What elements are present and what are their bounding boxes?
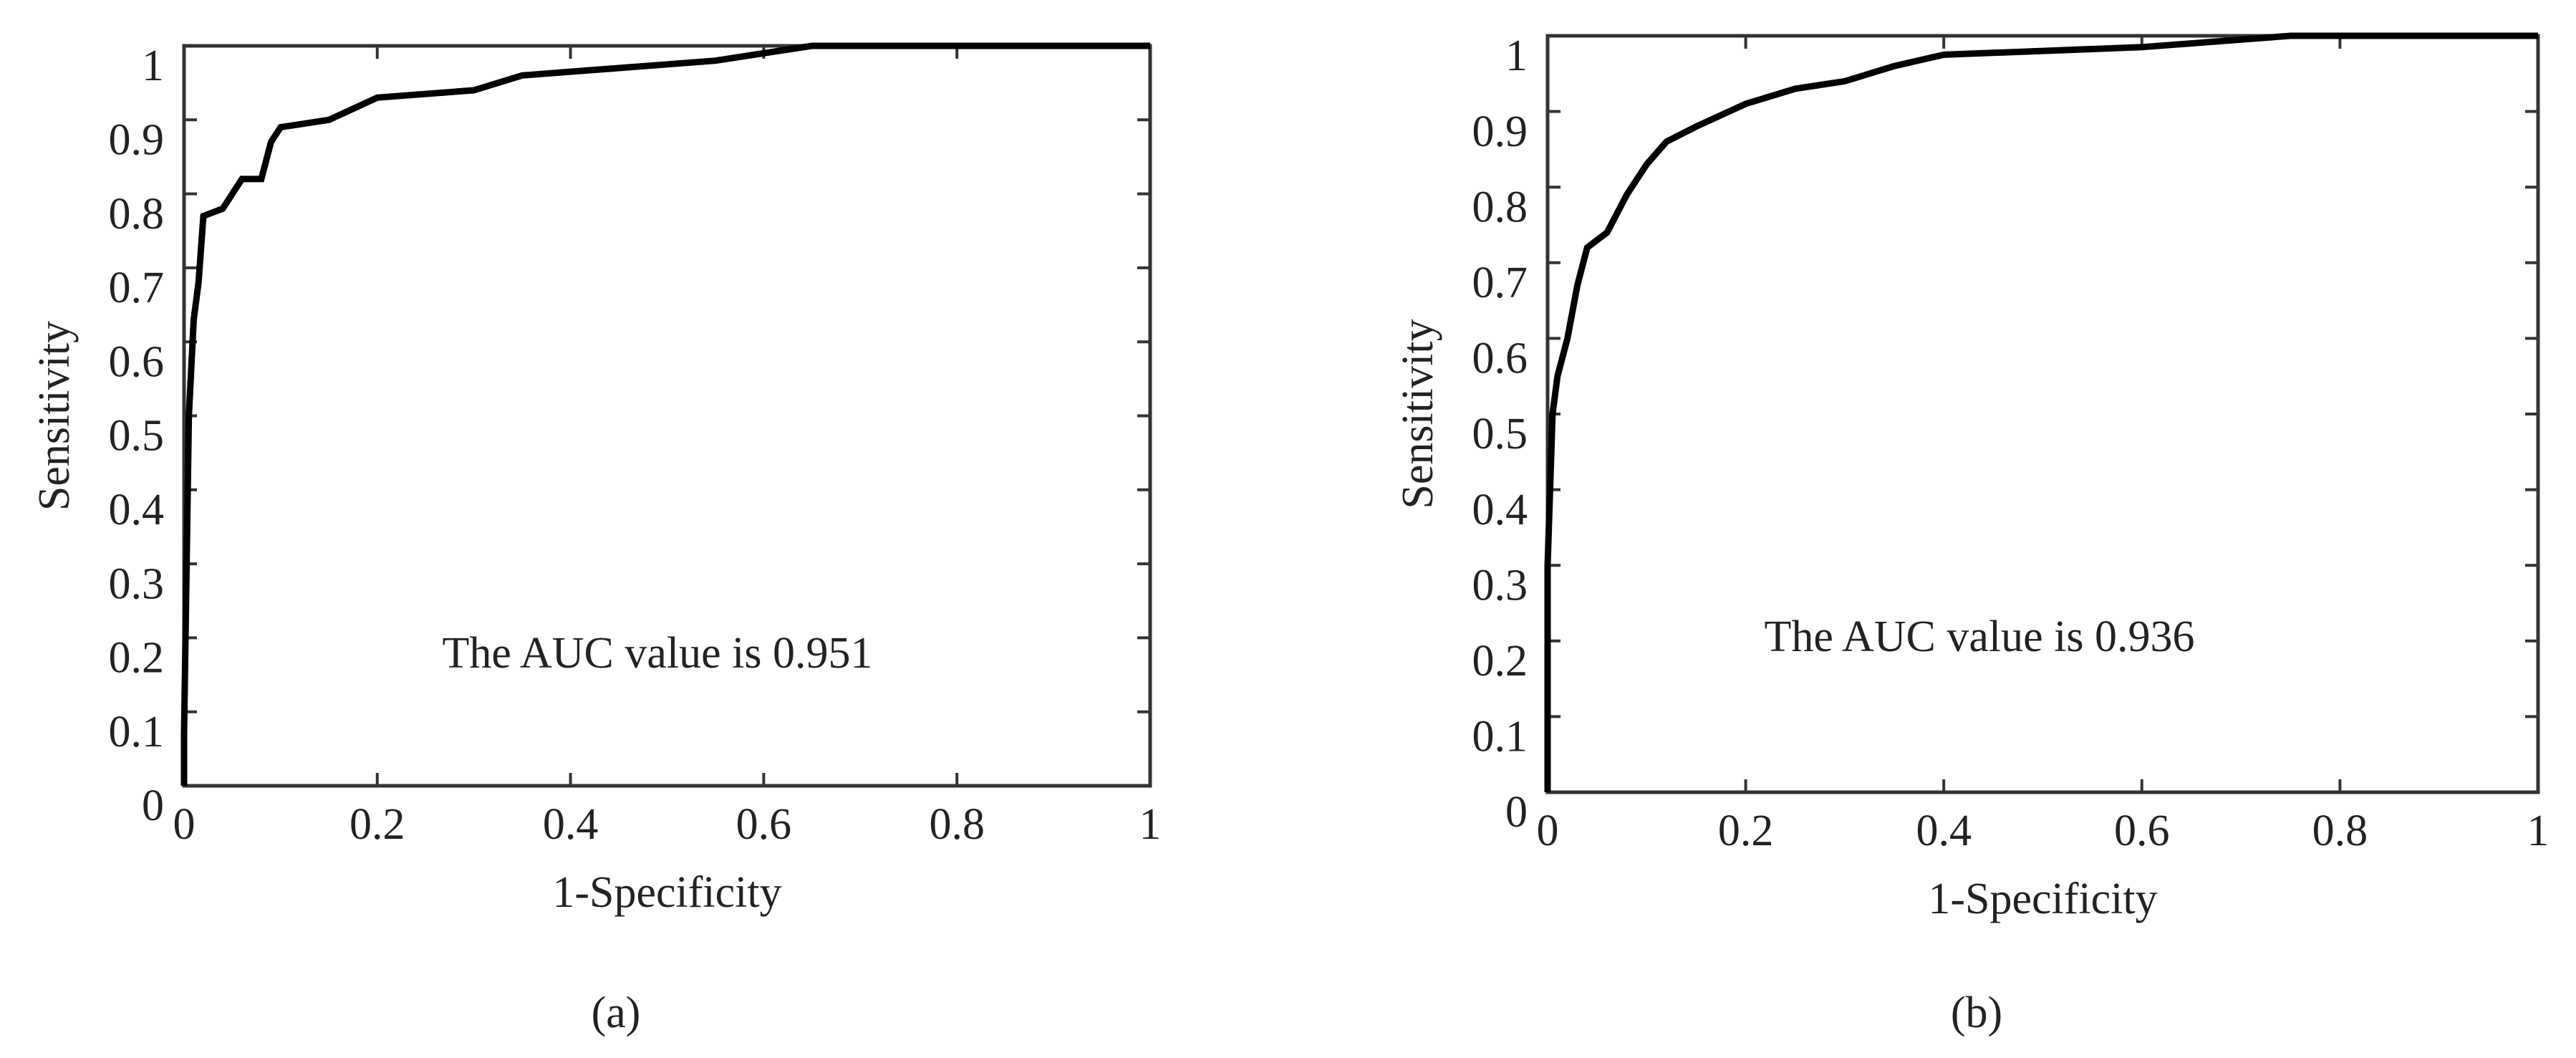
y-tick-label: 0.6 — [109, 337, 165, 386]
y-tick-label: 0.5 — [109, 412, 165, 461]
y-tick-label: 0.6 — [1472, 335, 1528, 383]
y-tick-label: 0.3 — [1472, 561, 1528, 610]
y-tick-label: 0.1 — [1472, 713, 1528, 761]
x-tick-label: 0.8 — [929, 800, 985, 849]
y-tick-label: 0 — [1505, 788, 1528, 837]
y-tick-label: 0.2 — [1472, 637, 1528, 686]
y-tick-label: 0 — [142, 782, 164, 830]
y-tick-label: 1 — [142, 42, 164, 90]
x-tick-label: 1 — [2527, 807, 2550, 855]
y-tick-label: 0.2 — [109, 634, 165, 683]
y-tick-label: 0.4 — [1472, 486, 1528, 534]
y-tick-label: 0.4 — [109, 486, 165, 534]
x-axis-label: 1-Specificity — [1928, 875, 2157, 923]
y-tick-label: 0.3 — [109, 559, 165, 608]
annotation: The AUC value is 0.951 — [443, 629, 873, 678]
x-tick-label: 0.2 — [349, 800, 405, 849]
y-tick-label: 0.7 — [109, 264, 165, 312]
x-tick-label: 0.8 — [2312, 807, 2368, 855]
x-tick-label: 1 — [1139, 800, 1162, 849]
y-tick-label: 0.8 — [1472, 183, 1528, 231]
annotation: The AUC value is 0.936 — [1765, 612, 2195, 661]
caption: (a) — [592, 989, 641, 1037]
y-tick-label: 0.1 — [109, 708, 165, 756]
caption: (b) — [1951, 989, 2002, 1037]
roc-curve — [180, 42, 1150, 786]
x-tick-label: 0.4 — [543, 800, 599, 849]
x-tick-label: 0.2 — [1718, 807, 1774, 855]
x-tick-label: 0 — [1537, 807, 1559, 855]
x-tick-label: 0.6 — [736, 800, 792, 849]
plot-frame — [1545, 34, 2540, 794]
x-axis-label: 1-Specificity — [552, 868, 781, 917]
y-tick-label: 0.8 — [109, 190, 165, 239]
x-tick-label: 0.4 — [1916, 807, 1972, 855]
y-tick-label: 1 — [1505, 32, 1528, 80]
y-tick-label: 0.9 — [109, 116, 165, 165]
y-tick-label: 0.7 — [1472, 259, 1528, 307]
y-tick-label: 0.5 — [1472, 410, 1528, 458]
y-axis-label: Sensitivity — [30, 321, 79, 511]
y-tick-label: 0.9 — [1472, 107, 1528, 156]
x-tick-label: 0 — [173, 800, 196, 849]
roc-curve — [1544, 32, 2538, 792]
x-tick-label: 0.6 — [2114, 807, 2170, 855]
y-axis-label: Sensitivity — [1394, 319, 1442, 509]
